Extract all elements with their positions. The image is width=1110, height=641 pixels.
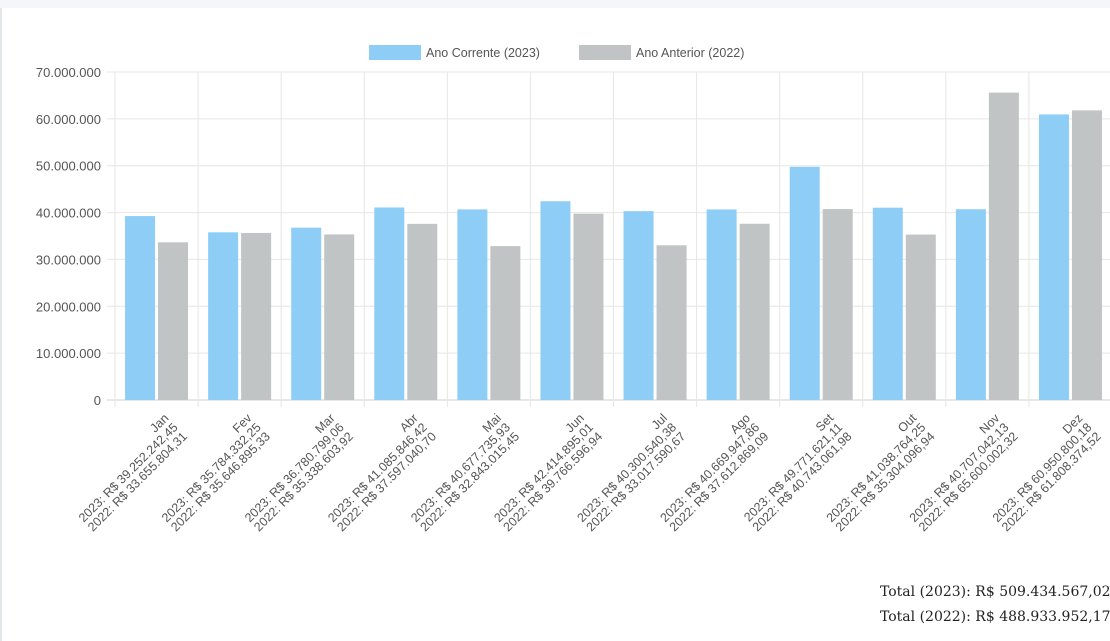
legend-label: Ano Anterior (2022) [636,46,744,60]
legend-swatch [579,45,631,60]
totals: Total (2023): R$ 509.434.567,02 Total (2… [880,580,1110,630]
bar-2022-jun[interactable] [573,213,604,400]
bar-2022-nov[interactable] [988,92,1019,401]
bar-2022-out[interactable] [905,234,936,400]
bar-2023-set[interactable] [789,166,820,400]
bar-2023-dez[interactable] [1038,114,1069,400]
legend-swatch [369,45,421,60]
legend-item-2022[interactable]: Ano Anterior (2022) [579,45,744,60]
bar-2022-mar[interactable] [324,234,355,400]
y-tick-label: 20.000.000 [36,299,101,314]
bar-2022-jul[interactable] [656,245,687,400]
bar-2022-dez[interactable] [1071,110,1102,401]
legend-item-2023[interactable]: Ano Corrente (2023) [369,45,540,60]
y-axis-ticks: 70.000.000 60.000.000 50.000.000 40.000.000… [36,65,101,408]
bar-2022-abr[interactable] [407,223,438,400]
bar-2023-ago[interactable] [706,209,737,400]
bar-2022-fev[interactable] [241,232,272,400]
total-2023: Total (2023): R$ 509.434.567,02 [880,584,1110,600]
bar-2023-out[interactable] [872,207,903,400]
y-tick-label: 10.000.000 [36,346,101,361]
bar-2022-jan[interactable] [158,242,189,400]
y-tick-label: 0 [94,393,101,408]
bar-2023-jan[interactable] [125,216,156,400]
bar-2023-jul[interactable] [623,211,654,400]
bar-2023-fev[interactable] [208,232,239,400]
bar-2023-mar[interactable] [291,227,322,400]
y-tick-label: 60.000.000 [36,112,101,127]
y-tick-label: 40.000.000 [36,206,101,221]
total-2022: Total (2022): R$ 488.933.952,17 [880,609,1110,625]
y-tick-label: 30.000.000 [36,252,101,267]
grid-lines [107,71,1110,407]
legend[interactable]: Ano Corrente (2023) Ano Anterior (2022) [369,45,744,60]
bar-2023-mai[interactable] [457,209,488,400]
bar-2022-ago[interactable] [739,223,770,400]
bar-2023-nov[interactable] [955,209,986,400]
legend-label: Ano Corrente (2023) [426,46,540,60]
bar-chart: 70.000.000 60.000.000 50.000.000 40.000.000… [36,45,1110,535]
y-tick-label: 50.000.000 [36,159,101,174]
chart-card: 70.000.000 60.000.000 50.000.000 40.000.000… [0,8,1110,641]
y-tick-label: 70.000.000 [36,65,101,80]
bars [125,92,1102,401]
bar-2023-jun[interactable] [540,201,571,400]
bar-2022-mai[interactable] [490,246,521,400]
bar-2023-abr[interactable] [374,207,405,400]
bar-2022-set[interactable] [822,209,853,400]
